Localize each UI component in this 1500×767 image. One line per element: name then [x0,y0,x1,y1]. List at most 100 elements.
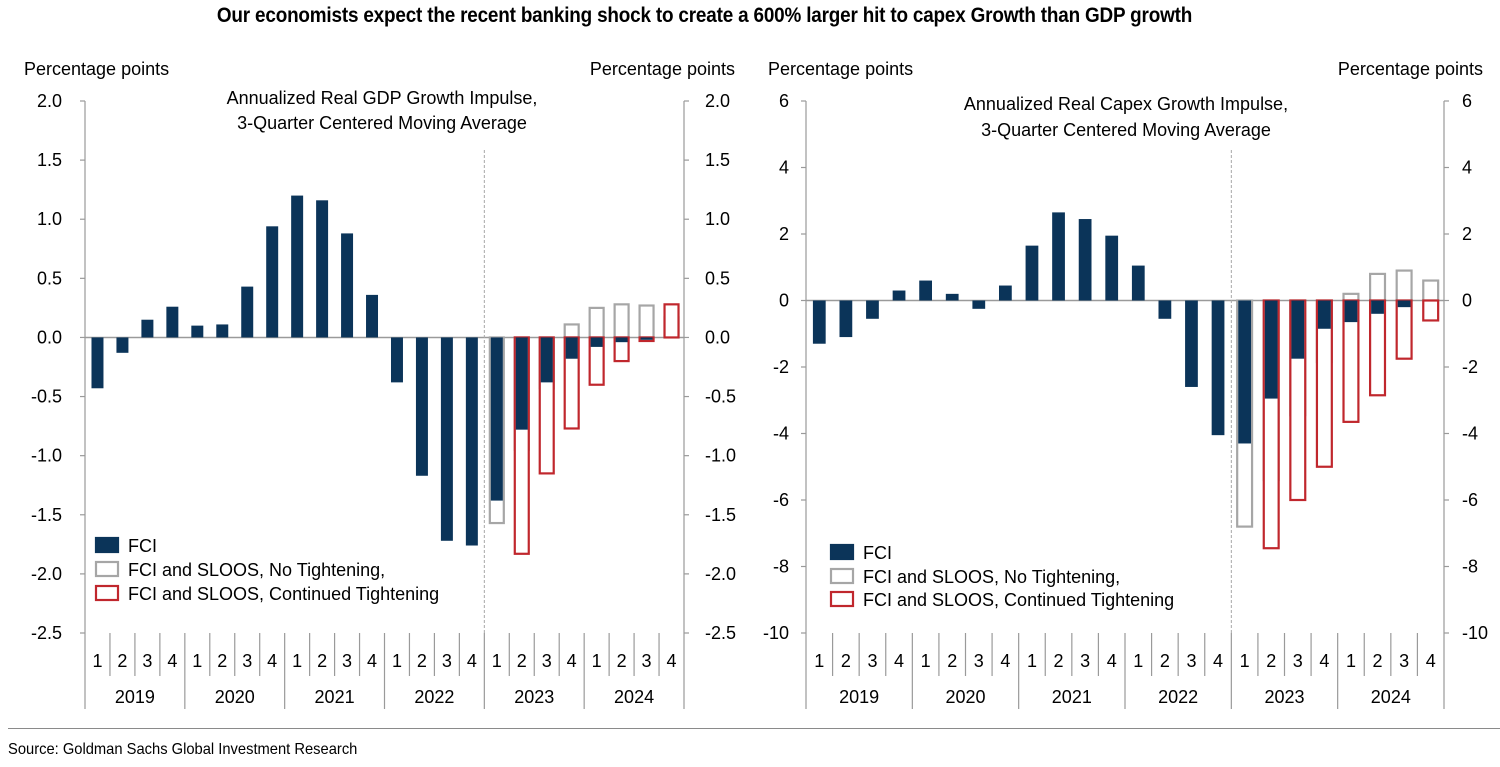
chart1-fci-bar [415,337,428,476]
chart1-quarter-label: 3 [242,651,252,671]
chart2-fci-bar [1131,265,1145,301]
chart1-year-label: 2021 [315,687,355,707]
chart2-left-tick-label: -2 [773,357,789,377]
chart1-year-label: 2019 [115,687,155,707]
chart1-quarter-label: 4 [667,651,677,671]
chart2-fci-bar [1052,212,1065,301]
chart2-quarter-label: 2 [1160,651,1170,671]
chart2-right-tick-label: 4 [1462,158,1472,178]
chart1-right-tick-label: 0.5 [705,268,730,288]
chart1-year-label: 2024 [614,687,654,707]
chart1-no-tightening-bar [613,303,630,339]
chart2-right-tick-label: -6 [1462,490,1478,510]
chart1-right-tick-label: -2.0 [705,564,736,584]
chart2-quarter-label: 2 [841,651,851,671]
chart2-fci-bar [1344,300,1358,323]
chart2-fci-bar [1397,300,1411,308]
chart1-quarter-label: 2 [417,651,427,671]
chart2-quarter-label: 4 [1107,651,1117,671]
chart2-fci-bar [1185,300,1198,387]
chart1-year-label: 2020 [215,687,255,707]
chart2-quarter-label: 2 [1373,651,1383,671]
chart1-right-tick-label: -0.5 [705,387,736,407]
chart1-left-tick-label: 1.0 [37,209,62,229]
chart2-fci-bar [1078,219,1092,301]
chart1-fci-bar [440,337,453,541]
chart2-continued-tightening-bar [1422,299,1440,322]
chart2-right-tick-label: -8 [1462,557,1478,577]
chart2-left-tick-label: 6 [779,91,789,111]
chart2-fci-bar [1025,245,1039,301]
chart2-left-tick-label: 4 [779,158,789,178]
chart1-fci-bar [116,337,129,353]
chart1-fci-bar [366,294,379,338]
chart2-left-tick-label: -10 [763,623,789,643]
chart2-fci-bar [812,300,826,344]
chart1-quarter-label: 4 [567,651,577,671]
chart2-quarter-label: 1 [814,651,824,671]
chart1-no-tightening-bar [563,323,580,339]
chart1-fci-bar [490,337,503,501]
chart1-quarter-label: 4 [167,651,177,671]
chart2-fci-bar [1371,300,1384,314]
chart1-fci-bar [141,319,154,338]
chart1-right-tick-label: -1.0 [705,446,736,466]
chart1-fci-bar [191,325,204,338]
chart1-fci-bar [216,324,229,338]
chart1-right-tick-label: 1.5 [705,150,730,170]
chart2-quarter-label: 3 [1399,651,1409,671]
chart2-fci-bar [1317,300,1331,329]
chart2-fci-bar [892,290,906,301]
chart2-quarter-label: 3 [974,651,984,671]
chart2-fci-bar [919,280,933,301]
chart2-legend-fci-swatch [829,543,855,561]
chart1-fci-bar [590,337,603,347]
chart1-left-tick-label: -0.5 [31,387,62,407]
chart1-title-line: 3-Quarter Centered Moving Average [237,113,527,133]
chart1-right-tick-label: -2.5 [705,623,736,643]
chart2-quarter-label: 4 [894,651,904,671]
chart2-year-label: 2023 [1264,687,1304,707]
chart1-fci-bar [465,337,478,546]
chart2-quarter-label: 4 [1000,651,1010,671]
chart1-left-tick-label: -2.5 [31,623,62,643]
chart2-year-label: 2020 [945,687,985,707]
chart1-quarter-label: 3 [142,651,152,671]
chart2-title-line: Annualized Real Capex Growth Impulse, [964,94,1288,114]
chart1-quarter-label: 2 [117,651,127,671]
chart2-legend-continued-tightening-swatch [829,590,855,608]
chart2-right-tick-label: 2 [1462,224,1472,244]
chart2-fci-bar [1264,300,1278,399]
chart2-left-tick-label: 0 [779,291,789,311]
chart1-quarter-label: 2 [517,651,527,671]
chart2-fci-bar [839,300,853,338]
chart2-right-tick-label: -10 [1462,623,1488,643]
chart2-left-tick-label: -4 [773,424,789,444]
chart1-year-label: 2022 [414,687,454,707]
chart2-year-label: 2019 [839,687,879,707]
chart2-fci-bar [1158,300,1172,319]
chart1-fci-bar [565,337,578,359]
chart1-left-tick-label: 0.0 [37,327,62,347]
chart1-legend-fci-swatch [94,536,120,554]
chart1-quarter-label: 1 [192,651,202,671]
chart1-right-tick-label: 0.0 [705,327,730,347]
chart1-title-line: Annualized Real GDP Growth Impulse, [227,88,538,108]
chart1-quarter-label: 2 [317,651,327,671]
chart2-no-tightening-bar [1368,272,1387,302]
chart2-right-tick-label: 0 [1462,291,1472,311]
chart2-no-tightening-bar [1395,269,1413,302]
chart2-quarter-label: 1 [1346,651,1356,671]
chart2-fci-bar [945,293,959,301]
chart1-quarter-label: 3 [442,651,452,671]
chart1-no-tightening-bar [588,306,605,339]
chart1-fci-bar [515,337,528,430]
chart1-quarter-label: 3 [642,651,652,671]
chart2-quarter-label: 4 [1213,651,1223,671]
chart2-quarter-label: 1 [921,651,931,671]
chart2-quarter-label: 3 [1080,651,1090,671]
chart2-fci-bar [1238,300,1252,444]
chart1-left-tick-label: 0.5 [37,268,62,288]
chart1-left-tick-label: 1.5 [37,150,62,170]
